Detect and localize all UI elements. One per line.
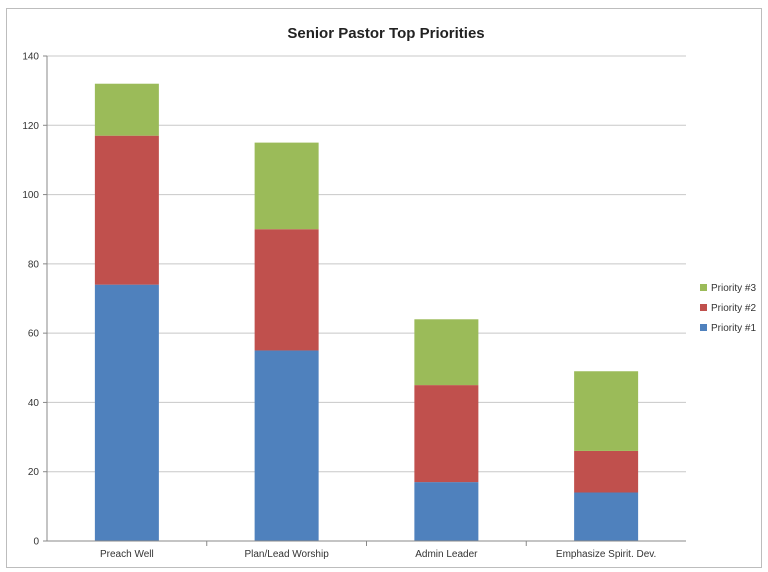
y-tick-label: 40	[28, 398, 40, 409]
x-category-label: Preach Well	[100, 549, 154, 560]
y-tick-label: 0	[33, 537, 39, 548]
legend-swatch	[700, 284, 707, 291]
x-axis: Preach Well Plan/Lead Worship Admin Leader…	[47, 540, 686, 560]
legend: Priority #3 Priority #2 Priority #1	[700, 283, 756, 334]
chart-title: Senior Pastor Top Priorities	[287, 25, 484, 42]
legend-label: Priority #1	[711, 323, 756, 334]
bar-segment-priority-2-1	[254, 229, 319, 351]
y-axis: 0 20 40 60 80 100 120 140	[22, 52, 48, 548]
x-category-label: Admin Leader	[415, 549, 478, 560]
bar-segment-priority-2-3	[574, 450, 639, 493]
y-tick-label: 140	[22, 52, 39, 63]
y-tick-label: 100	[22, 190, 39, 201]
bar-segment-priority-3-1	[254, 142, 319, 230]
bar-segment-priority-1-0	[94, 284, 159, 541]
y-tick-label: 60	[28, 329, 40, 340]
x-category-label: Plan/Lead Worship	[244, 549, 329, 560]
bar-segment-priority-3-2	[414, 319, 479, 386]
y-tick-label: 20	[28, 467, 40, 478]
bar-segment-priority-1-2	[414, 482, 479, 541]
legend-label: Priority #2	[711, 303, 756, 314]
y-tick-label: 120	[22, 121, 39, 132]
legend-label: Priority #3	[711, 283, 756, 294]
bar-segment-priority-1-3	[574, 492, 639, 541]
legend-swatch	[700, 324, 707, 331]
bar-segment-priority-2-0	[94, 135, 159, 285]
bars	[94, 83, 639, 541]
bar-segment-priority-2-2	[414, 385, 479, 483]
legend-swatch	[700, 304, 707, 311]
bar-segment-priority-3-0	[94, 83, 159, 136]
bar-segment-priority-1-1	[254, 350, 319, 541]
bar-segment-priority-3-3	[574, 371, 639, 451]
x-category-label: Emphasize Spirit. Dev.	[556, 549, 656, 560]
y-tick-label: 80	[28, 259, 40, 270]
